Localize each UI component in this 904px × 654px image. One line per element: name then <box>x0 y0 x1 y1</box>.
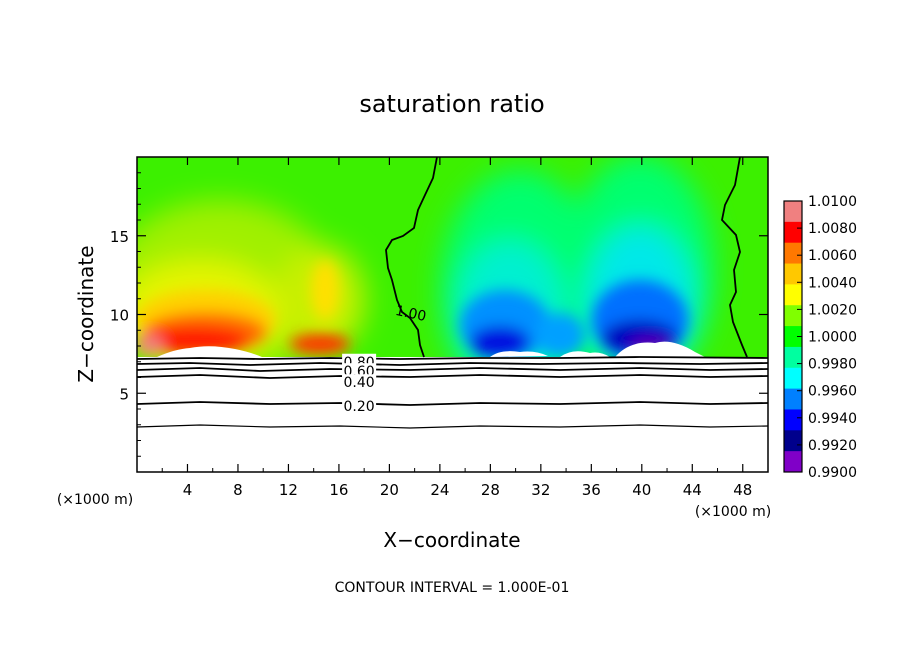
x-tick-label: 24 <box>430 481 449 499</box>
colorbar: 1.0100 1.0080 1.0060 1.0040 1.0020 1.0000 0.99… <box>783 194 857 481</box>
colorbar-label: 1.0020 <box>808 302 857 318</box>
x-tick-label: 32 <box>531 481 550 499</box>
x-axis: 4 8 12 16 20 24 28 32 36 40 44 48 <box>161 157 752 499</box>
x-axis-label: X−coordinate <box>383 528 520 552</box>
colorbar-label: 0.9940 <box>808 411 857 427</box>
colorbar-swatch <box>784 305 802 327</box>
contour-line-a <box>137 362 768 366</box>
y-axis: 5 10 15 <box>110 172 768 457</box>
contour-label: 1.00 <box>394 303 428 325</box>
colorbar-label: 1.0060 <box>808 248 857 264</box>
contour-field <box>137 157 768 472</box>
colorbar-swatch <box>784 451 802 473</box>
colorbar-label: 0.9900 <box>808 465 857 481</box>
x-tick-label: 44 <box>683 481 702 499</box>
colorbar-label: 0.9980 <box>808 357 857 373</box>
colorbar-label: 1.0000 <box>808 330 857 346</box>
contour-line-1-00-right <box>721 157 748 358</box>
x-tick-label: 48 <box>733 481 752 499</box>
y-tick-label: 5 <box>119 385 129 403</box>
y-axis-label: Z−coordinate <box>74 245 98 382</box>
contour-interval-note: CONTOUR INTERVAL = 1.000E-01 <box>335 580 570 596</box>
chart-title: saturation ratio <box>359 90 544 118</box>
colorbar-swatch <box>784 201 802 223</box>
colorbar-swatch <box>784 367 802 390</box>
contour-line-1-00-left <box>385 157 438 358</box>
terrain-right <box>490 341 705 357</box>
contour-line-0-20 <box>137 401 768 406</box>
contour-line-c <box>137 374 768 379</box>
colorbar-swatch <box>784 346 802 369</box>
contour-line-0-80 <box>137 356 768 360</box>
colorbar-swatch <box>784 284 802 306</box>
colorbar-swatch <box>784 221 802 244</box>
ground-region <box>137 357 768 472</box>
colorbar-label: 1.0100 <box>808 194 857 210</box>
colorbar-label: 1.0040 <box>808 275 857 291</box>
colorbar-swatch <box>784 242 802 265</box>
colorbar-swatch <box>784 263 802 285</box>
contour-labels: 1.000.800.600.400.20 <box>342 303 428 415</box>
contour-label: 0.40 <box>344 375 375 391</box>
x-tick-label: 40 <box>632 481 651 499</box>
x-unit-right: (×1000 m) <box>695 504 771 520</box>
y-tick-label: 15 <box>110 228 129 246</box>
x-tick-label: 8 <box>233 481 243 499</box>
terrain-left <box>157 346 262 357</box>
contour-line-low <box>137 424 768 429</box>
x-tick-label: 20 <box>380 481 399 499</box>
colorbar-label: 1.0080 <box>808 221 857 237</box>
contour-label: 0.20 <box>344 399 375 415</box>
contour-label-bg <box>342 374 377 389</box>
y-tick-label: 10 <box>110 307 129 325</box>
colorbar-swatch <box>784 409 802 431</box>
x-tick-label: 28 <box>481 481 500 499</box>
contour-line-b <box>137 367 768 372</box>
x-tick-label: 36 <box>582 481 601 499</box>
colorbar-label: 0.9960 <box>808 384 857 400</box>
colorbar-swatch <box>784 388 802 410</box>
colorbar-swatch <box>784 326 802 348</box>
contour-label-bg <box>342 397 377 412</box>
x-unit-left: (×1000 m) <box>57 492 133 508</box>
x-tick-label: 12 <box>279 481 298 499</box>
x-tick-label: 16 <box>329 481 348 499</box>
contour-lines <box>137 157 768 429</box>
contour-label-bg <box>342 363 377 378</box>
colorbar-label: 0.9920 <box>808 438 857 454</box>
x-tick-label: 4 <box>183 481 193 499</box>
colorbar-swatch <box>784 430 802 452</box>
